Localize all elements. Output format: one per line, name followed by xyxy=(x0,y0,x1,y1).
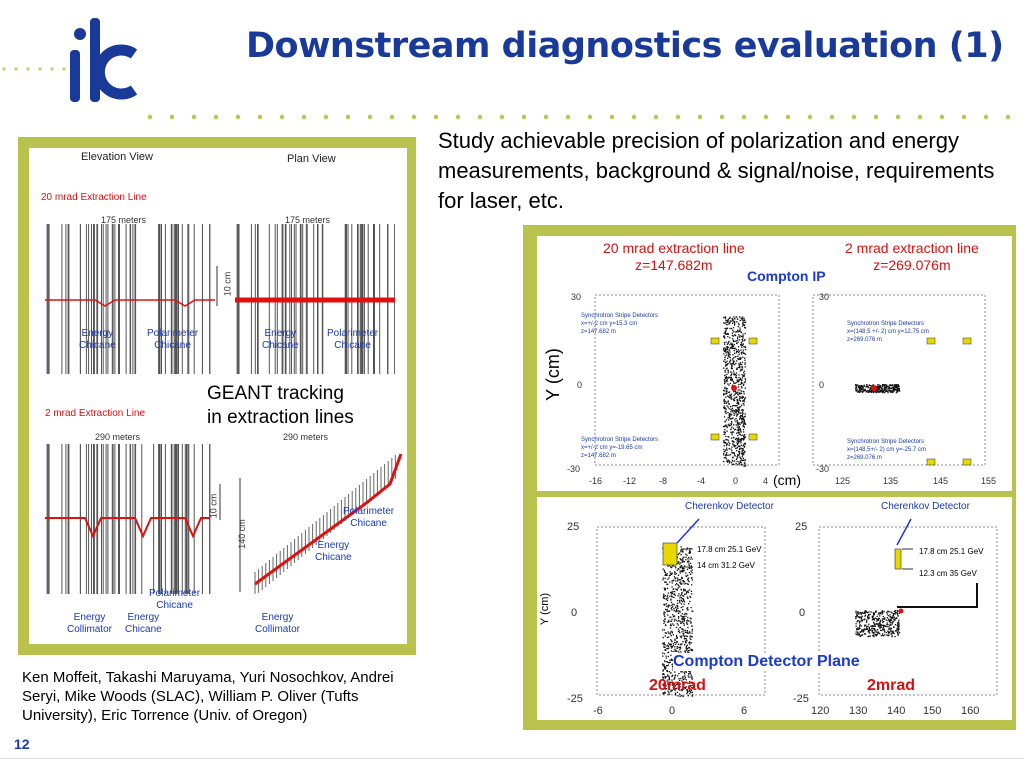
decorative-dots-left xyxy=(2,67,66,71)
footer-divider xyxy=(0,758,1024,759)
length-175-right: 175 meters xyxy=(285,215,331,225)
scale-140cm: 140 cm xyxy=(236,519,247,549)
x-tick-top-right-2: 145 xyxy=(933,476,949,486)
compton-detector-plane-plots: Cherenkov Detector Cherenkov Detector Y … xyxy=(537,497,1012,720)
y-tick-top-0: 0 xyxy=(577,380,583,390)
polarimeter-chicane-label-3: Polarimeter Chicane xyxy=(343,506,395,529)
energy-chicane-label-1: Energy Chicane xyxy=(79,328,116,351)
y-tick-bottom-neg25: -25 xyxy=(567,693,583,705)
ilc-logo xyxy=(70,18,138,102)
x-tick-bottom-right-2: 140 xyxy=(887,705,906,717)
credits-text: Ken Moffeit, Takashi Maruyama, Yuri Noso… xyxy=(22,669,394,724)
page-number: 12 xyxy=(14,736,30,752)
length-290-left: 290 meters xyxy=(95,432,141,442)
plan-view-label: Plan View xyxy=(287,153,336,165)
annot-right-1: 17.8 cm 25.1 GeV xyxy=(919,547,984,556)
y-tick-bottom-25: 25 xyxy=(567,521,580,533)
y-tick-bottom-25-right: 25 xyxy=(795,521,808,533)
det-bot-left-label: Synchrotron Stripe Detectors x=+/-2 cm y… xyxy=(581,437,659,459)
energy-chicane-label-4: Energy Chicane xyxy=(125,612,162,635)
x-tick-top-left-1: -12 xyxy=(623,476,637,486)
x-tick-top-right-1: 135 xyxy=(883,476,899,486)
extraction-line-figure: Elevation View Plan View 20 mrad Extract… xyxy=(29,148,407,644)
synchrotron-plots-drawing xyxy=(594,294,986,467)
elevation-plan-2mrad-drawing xyxy=(45,444,403,594)
annot-left-1: 17.8 cm 25.1 GeV xyxy=(697,545,762,554)
x-tick-top-left-4: 0 xyxy=(733,476,739,486)
synchrotron-detector-plots: 20 mrad extraction line z=147.682m 2 mra… xyxy=(537,236,1012,491)
energy-collimator-label-2: Energy Collimator xyxy=(255,612,301,635)
x-tick-top-left-3: -4 xyxy=(697,476,706,486)
label-20mrad-text: 20 mrad extraction line xyxy=(603,240,745,256)
x-tick-bottom-right-3: 150 xyxy=(923,705,942,717)
energy-collimator-label-1: Energy Collimator xyxy=(67,612,113,635)
label-2mrad-text: 2 mrad extraction line xyxy=(845,240,979,256)
annot-left-2: 14 cm 31.2 GeV xyxy=(697,561,755,570)
z-20mrad: z=147.682m xyxy=(635,257,713,273)
energy-chicane-label-3: Energy Chicane xyxy=(315,540,352,563)
y-tick-bottom-0-right: 0 xyxy=(799,607,806,619)
x-tick-top-left-2: -8 xyxy=(659,476,668,486)
scale-10cm-bottom: 10 cm xyxy=(208,493,219,519)
x-tick-top-left-0: -16 xyxy=(589,476,603,486)
cherenkov-right-label: Cherenkov Detector xyxy=(881,501,970,512)
y-axis-label-bottom: Y (cm) xyxy=(539,592,552,626)
length-175-left: 175 meters xyxy=(101,215,147,225)
intro-text: Study achievable precision of polarizati… xyxy=(438,128,995,213)
y-tick-top-neg30-right: -30 xyxy=(816,464,830,474)
y-tick-top-neg30: -30 xyxy=(567,464,581,474)
compton-plots-drawing xyxy=(596,518,998,698)
x-tick-bottom-left-1: 0 xyxy=(669,705,676,717)
x-tick-top-right-3: 155 xyxy=(981,476,997,486)
polarimeter-chicane-label-4: Polarimeter Chicane xyxy=(149,588,201,611)
decorative-dots-top xyxy=(147,114,1011,120)
det-top-right-label: Synchrotron Stripe Detectors x=(148.5 +/… xyxy=(847,321,929,343)
y-tick-top-0-right: 0 xyxy=(819,380,825,390)
label-2mrad: 2mrad xyxy=(867,677,916,694)
label-2mrad-extraction: 2 mrad extraction line z=269.076m xyxy=(845,240,979,274)
polarimeter-chicane-label-1: Polarimeter Chicane xyxy=(147,328,199,351)
x-tick-top-left-5: 4 xyxy=(763,476,769,486)
elevation-view-label: Elevation View xyxy=(81,151,153,163)
y-tick-top-30: 30 xyxy=(571,292,582,302)
x-tick-bottom-left-0: -6 xyxy=(593,705,603,717)
x-tick-bottom-right-1: 130 xyxy=(849,705,868,717)
y-tick-bottom-0: 0 xyxy=(571,607,578,619)
x-tick-top-right-0: 125 xyxy=(835,476,851,486)
y-tick-bottom-neg25-right: -25 xyxy=(793,693,809,705)
geant-caption: GEANT tracking in extraction lines xyxy=(207,383,354,428)
line-2mrad-label: 2 mrad Extraction Line xyxy=(45,408,146,419)
energy-chicane-label-2: Energy Chicane xyxy=(262,328,299,351)
y-axis-label-top: Y (cm) xyxy=(542,348,563,401)
x-tick-bottom-left-2: 6 xyxy=(741,705,748,717)
compton-detector-plane-label: Compton Detector Plane xyxy=(673,653,860,671)
det-top-left-label: Synchrotron Stripe Detectors x=+/-2 cm y… xyxy=(581,313,659,335)
scale-10cm-top: 10 cm xyxy=(222,271,233,297)
page-title: Downstream diagnostics evaluation (1) xyxy=(246,26,1004,66)
label-20mrad: 20mrad xyxy=(649,677,706,694)
polarimeter-chicane-label-2: Polarimeter Chicane xyxy=(327,328,379,351)
elevation-plan-20mrad-drawing xyxy=(45,224,395,374)
cherenkov-left-label: Cherenkov Detector xyxy=(685,501,774,512)
annot-right-2: 12.3 cm 35 GeV xyxy=(919,569,977,578)
z-2mrad: z=269.076m xyxy=(873,257,951,273)
length-290-right: 290 meters xyxy=(283,432,329,442)
compton-ip-label: Compton IP xyxy=(747,268,826,284)
label-20mrad-extraction: 20 mrad extraction line z=147.682m xyxy=(603,240,745,274)
x-unit-label: (cm) xyxy=(773,472,801,488)
x-tick-bottom-right-4: 160 xyxy=(961,705,980,717)
line-20mrad-label: 20 mrad Extraction Line xyxy=(41,192,147,203)
det-bot-right-label: Synchrotron Stripe Detectors x=(148.5+/-… xyxy=(847,439,926,461)
x-tick-bottom-right-0: 120 xyxy=(811,705,830,717)
y-tick-top-30-right: 30 xyxy=(819,292,830,302)
